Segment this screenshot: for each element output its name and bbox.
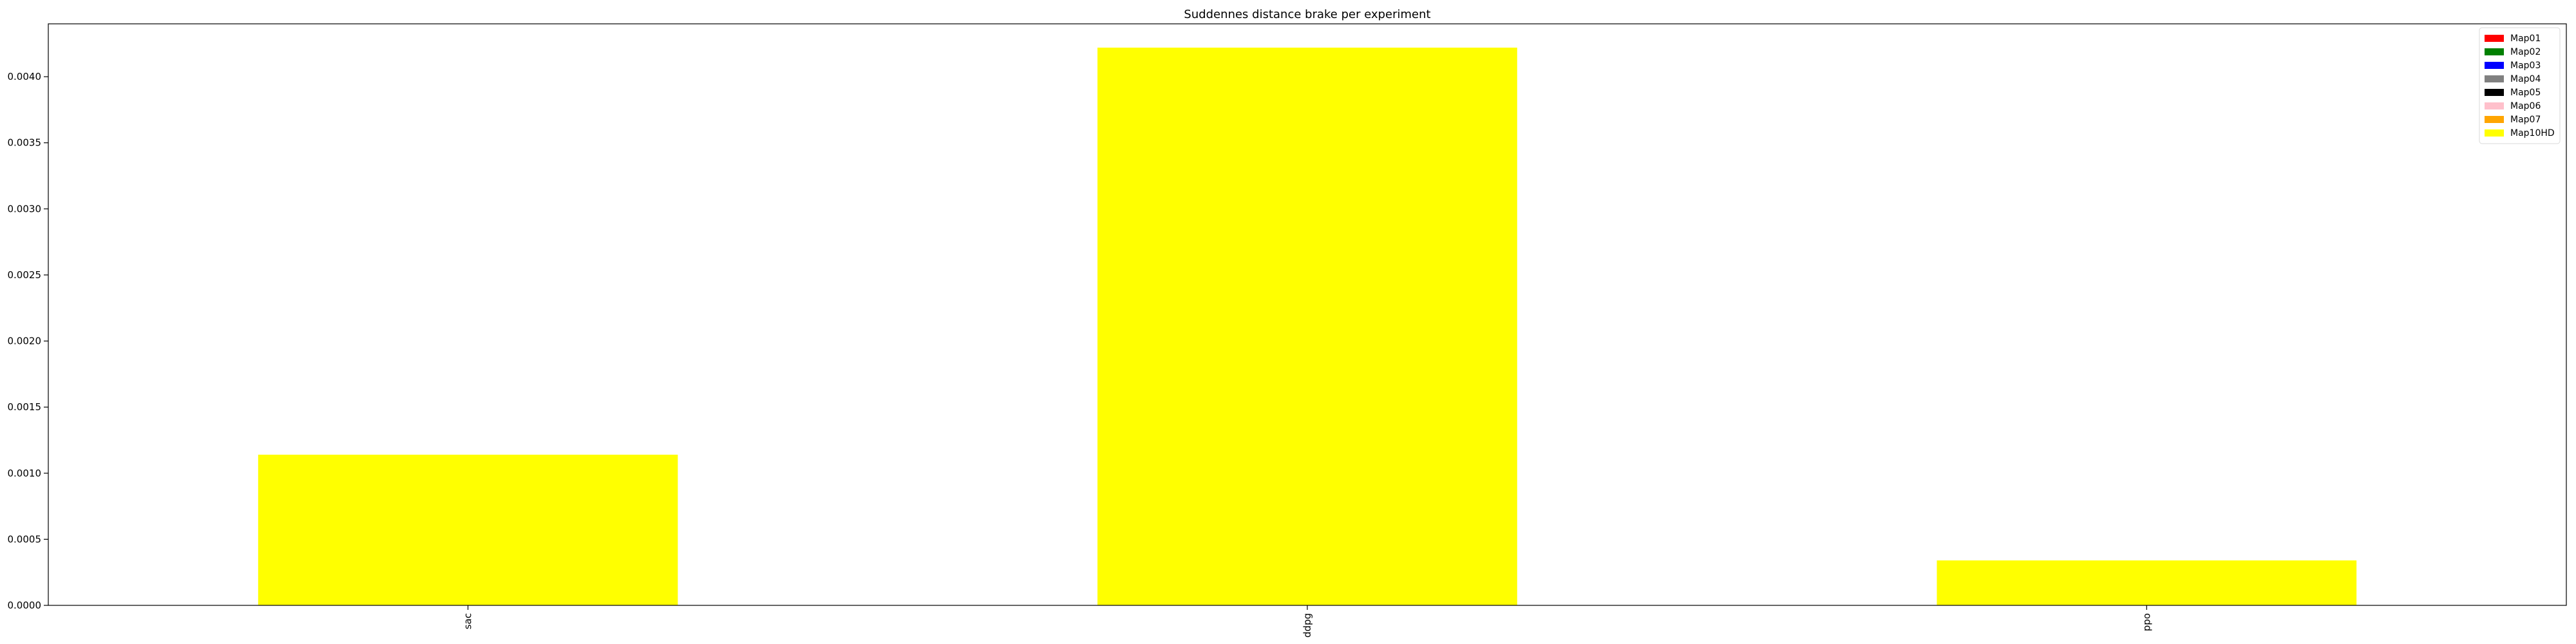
y-tick-label: 0.0020 xyxy=(8,336,42,347)
legend-swatch-map07 xyxy=(2485,116,2504,123)
legend: Map01 Map02 Map03 Map04 Map05 Map06 Map07 Map10… xyxy=(2479,27,2561,144)
y-tick-label: 0.0000 xyxy=(8,600,42,611)
legend-label-map07: Map07 xyxy=(2510,115,2541,125)
x-tick-label-ppo: ppo xyxy=(2141,613,2152,631)
legend-label-map10hd: Map10HD xyxy=(2510,128,2555,138)
legend-box xyxy=(2479,27,2561,144)
y-tick-label: 0.0035 xyxy=(8,137,42,149)
legend-swatch-map02 xyxy=(2485,48,2504,55)
x-tick-label-sac: sac xyxy=(462,613,474,629)
legend-swatch-map03 xyxy=(2485,62,2504,69)
legend-label-map01: Map01 xyxy=(2510,33,2541,44)
legend-swatch-map04 xyxy=(2485,75,2504,82)
bar-ddpg-map10hd xyxy=(1097,47,1517,605)
y-tick-label: 0.0040 xyxy=(8,71,42,82)
legend-label-map03: Map03 xyxy=(2510,61,2541,71)
legend-swatch-map05 xyxy=(2485,89,2504,96)
y-tick-label: 0.0005 xyxy=(8,533,42,545)
legend-label-map04: Map04 xyxy=(2510,74,2541,84)
legend-label-map02: Map02 xyxy=(2510,47,2541,57)
bar-ppo-map10hd xyxy=(1937,560,2357,605)
legend-swatch-map01 xyxy=(2485,35,2504,42)
x-axis: sac ddpg ppo xyxy=(462,605,2152,638)
y-axis: 0.0000 0.0005 0.0010 0.0015 0.0020 0.0025 0.00… xyxy=(8,71,48,611)
x-tick-label-ddpg: ddpg xyxy=(1302,613,1313,638)
y-tick-label: 0.0030 xyxy=(8,203,42,214)
bars-layer xyxy=(258,47,2357,605)
y-tick-label: 0.0010 xyxy=(8,468,42,479)
chart-title: Suddennes distance brake per experiment xyxy=(1184,8,1430,21)
legend-swatch-map06 xyxy=(2485,102,2504,109)
legend-label-map06: Map06 xyxy=(2510,101,2541,111)
y-tick-label: 0.0015 xyxy=(8,401,42,413)
legend-swatch-map10hd xyxy=(2485,129,2504,137)
y-tick-label: 0.0025 xyxy=(8,269,42,281)
legend-label-map05: Map05 xyxy=(2510,88,2541,98)
bar-sac-map10hd xyxy=(258,455,678,605)
